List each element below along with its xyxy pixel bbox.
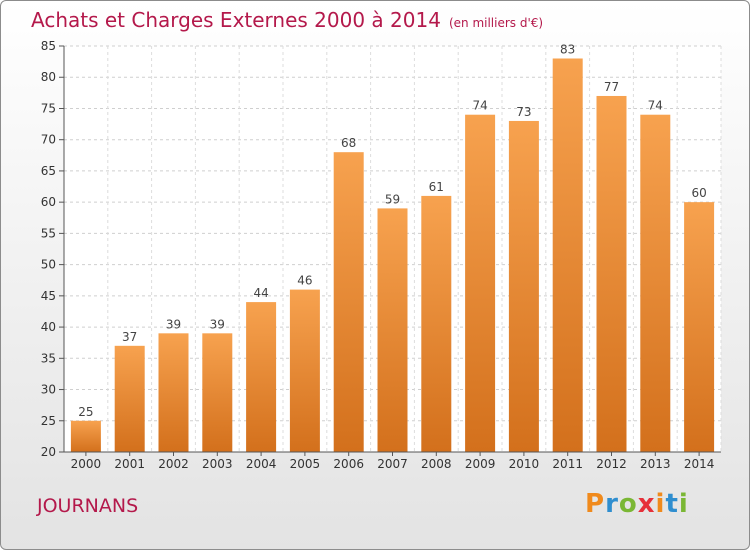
bars: 25 37 39 39 44 46 68 59 61 74 73 83 77 74 60 (70, 42, 715, 452)
data-label: 60 (691, 186, 706, 200)
bar (508, 120, 539, 452)
y-tick-label: 45 (41, 289, 56, 303)
data-label: 25 (78, 405, 93, 419)
data-label: 59 (385, 192, 400, 206)
y-tick-label: 35 (41, 351, 56, 365)
x-tick-label: 2009 (465, 457, 496, 471)
data-label: 73 (516, 105, 531, 119)
bar (289, 289, 320, 452)
y-tick-label: 65 (41, 164, 56, 178)
data-label: 74 (648, 99, 663, 113)
bar (114, 345, 145, 452)
data-label: 77 (604, 80, 619, 94)
chart-title: Achats et Charges Externes 2000 à 2014 (e… (31, 8, 543, 32)
x-tick-label: 2010 (509, 457, 540, 471)
y-tick-label: 30 (41, 383, 56, 397)
y-tick-label: 55 (41, 226, 56, 240)
y-tick-label: 25 (41, 414, 56, 428)
chart-title-text: Achats et Charges Externes 2000 à 2014 (31, 8, 441, 32)
bar (552, 58, 583, 452)
y-tick-label: 60 (41, 195, 56, 209)
data-label: 39 (166, 317, 181, 331)
data-label: 68 (341, 136, 356, 150)
axes: 20 25 30 35 40 45 50 55 60 65 70 75 80 85 2000 2001 2002… (41, 39, 721, 471)
bar (421, 195, 452, 452)
x-tick-label: 2006 (333, 457, 364, 471)
y-tick-label: 80 (41, 70, 56, 84)
logo-letter: i (678, 489, 689, 519)
x-tick-label: 2001 (114, 457, 145, 471)
bar (158, 333, 189, 452)
x-tick-label: 2003 (202, 457, 233, 471)
bar (246, 302, 277, 452)
x-tick-label: 2004 (246, 457, 277, 471)
x-tick-label: 2013 (640, 457, 671, 471)
logo-letter: t (665, 489, 679, 519)
bar (70, 420, 101, 452)
bar (684, 202, 715, 452)
bar (377, 208, 408, 452)
logo-letter: r (605, 489, 619, 519)
data-label: 37 (122, 330, 137, 344)
logo-letter: x (637, 489, 656, 519)
y-tick-label: 85 (41, 39, 56, 53)
data-label: 39 (210, 317, 225, 331)
data-label: 46 (297, 274, 312, 288)
y-tick-label: 40 (41, 320, 56, 334)
y-tick-label: 70 (41, 133, 56, 147)
proxiti-logo: Proxiti (585, 489, 689, 519)
bar (202, 333, 233, 452)
logo-letter: i (655, 489, 666, 519)
town-name: JOURNANS (37, 495, 139, 517)
y-tick-label: 20 (41, 445, 56, 459)
chart-subtitle: (en milliers d'€) (448, 16, 544, 30)
bar (465, 114, 496, 452)
data-label: 61 (429, 180, 444, 194)
x-tick-label: 2007 (377, 457, 408, 471)
x-tick-label: 2012 (596, 457, 627, 471)
data-label: 44 (253, 286, 268, 300)
x-tick-label: 2008 (421, 457, 452, 471)
x-tick-label: 2002 (158, 457, 189, 471)
data-label: 83 (560, 42, 575, 56)
bar (596, 95, 627, 452)
bar (333, 152, 364, 452)
logo-letter: P (585, 489, 606, 519)
y-tick-label: 50 (41, 258, 56, 272)
x-tick-label: 2014 (684, 457, 715, 471)
bar (640, 114, 671, 452)
x-tick-label: 2000 (71, 457, 102, 471)
logo-letter: o (618, 489, 638, 519)
x-tick-label: 2005 (290, 457, 321, 471)
data-label: 74 (472, 99, 487, 113)
x-tick-label: 2011 (552, 457, 583, 471)
y-tick-label: 75 (41, 101, 56, 115)
